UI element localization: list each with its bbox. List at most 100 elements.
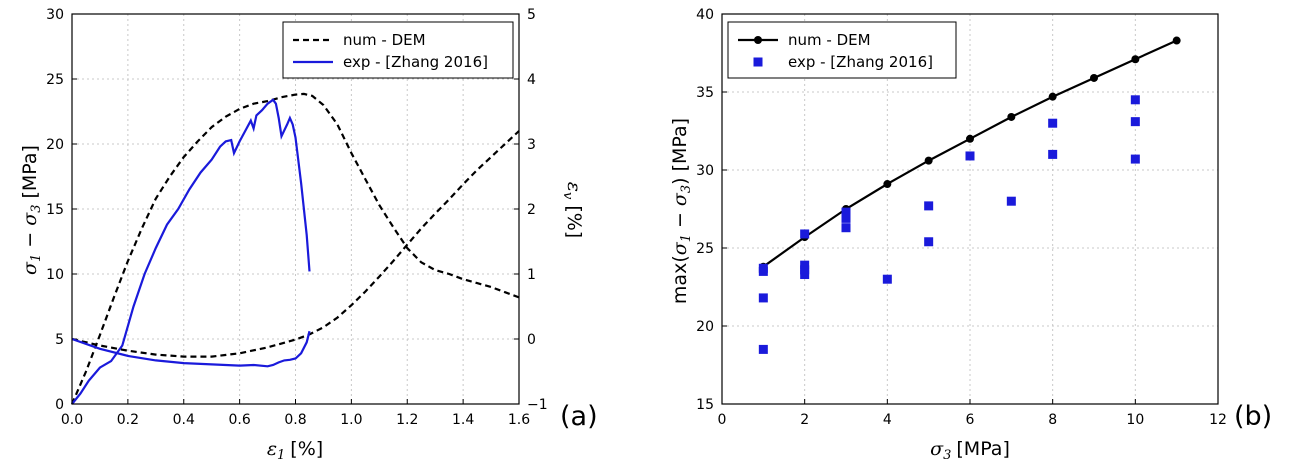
b-legend-marker bbox=[753, 57, 763, 67]
b-ylabel: max(σ1−σ3)[MPa] bbox=[669, 118, 694, 304]
chart-a: 0.0 0.2 0.4 0.6 0.8 1.0 1.2 1.4 1.6051015202530−… bbox=[19, 7, 598, 463]
b-exp-zhang-point bbox=[758, 263, 768, 273]
b-exp-zhang-point bbox=[758, 344, 768, 354]
a-y2tick-label: 2 bbox=[527, 202, 536, 218]
a-y2tick-label: 3 bbox=[527, 137, 536, 153]
a-ytick-label: 20 bbox=[46, 137, 64, 153]
b-num-dem-point bbox=[1048, 92, 1057, 101]
b-xtick-label: 10 bbox=[1126, 412, 1144, 428]
b-xtick-label: 2 bbox=[800, 412, 809, 428]
b-num-dem-point bbox=[883, 180, 892, 189]
b-exp-zhang-point bbox=[800, 260, 810, 270]
a-volumetric-exp-zhang-line bbox=[71, 330, 311, 368]
a-ylabel-sym2: σ bbox=[19, 212, 41, 226]
a-y2label-unit: [%] bbox=[563, 205, 585, 238]
b-xlabel-unit: [MPa] bbox=[956, 438, 1009, 460]
a-xtick-label: 1.0 bbox=[340, 412, 362, 428]
a-ytick-label: 30 bbox=[46, 7, 64, 23]
b-exp-zhang-point bbox=[924, 237, 934, 247]
b-exp-zhang-point bbox=[1048, 118, 1058, 128]
b-exp-zhang-point bbox=[800, 270, 810, 280]
b-series-group bbox=[758, 36, 1181, 354]
b-exp-zhang-point bbox=[841, 213, 851, 223]
b-exp-zhang-point bbox=[841, 223, 851, 233]
a-tick-labels: 0.0 0.2 0.4 0.6 0.8 1.0 1.2 1.4 1.6051015202530−… bbox=[46, 7, 547, 428]
b-legend-label: num - DEM bbox=[788, 31, 871, 49]
b-ylabel-sym1: σ bbox=[669, 241, 691, 255]
b-legend-box bbox=[727, 21, 957, 79]
b-exp-zhang-point bbox=[758, 293, 768, 303]
b-xtick-label: 8 bbox=[1048, 412, 1057, 428]
b-xlabel-symbol: σ bbox=[930, 438, 944, 460]
a-legend: num - DEM exp - [Zhang 2016] bbox=[282, 21, 514, 79]
b-ylabel-unit: [MPa] bbox=[669, 118, 691, 171]
a-series-group bbox=[70, 92, 520, 405]
a-xtick-label: 0.6 bbox=[228, 412, 250, 428]
b-ytick-label: 40 bbox=[696, 7, 714, 23]
a-stress-num-dem-line bbox=[70, 92, 520, 405]
a-legend-box bbox=[282, 21, 514, 79]
b-ytick-label: 30 bbox=[696, 163, 714, 179]
a-xtick-label: 0.0 bbox=[61, 412, 83, 428]
b-xtick-label: 12 bbox=[1209, 412, 1227, 428]
b-tick-labels: 0 2 4 6 8 10 12 15 20 25 30 35 40 bbox=[696, 7, 1227, 428]
b-ytick-label: 35 bbox=[696, 85, 714, 101]
b-exp-zhang-point bbox=[924, 201, 934, 211]
b-exp-zhang-point bbox=[1130, 117, 1140, 127]
b-ylabel-sub1: 1 bbox=[679, 234, 694, 242]
a-volumetric-num-dem-line bbox=[71, 130, 520, 358]
a-ylabel: σ1−σ3[MPa] bbox=[19, 145, 44, 275]
a-y2tick-label: 0 bbox=[527, 332, 536, 348]
a-xtick-label: 1.6 bbox=[508, 412, 530, 428]
a-plot-frame bbox=[71, 13, 520, 405]
a-ytick-label: 0 bbox=[55, 397, 64, 413]
b-exp-zhang-point bbox=[1130, 154, 1140, 164]
a-y2tick-label: −1 bbox=[527, 397, 548, 413]
a-xtick-label: 0.4 bbox=[173, 412, 195, 428]
b-num-dem-point bbox=[924, 156, 933, 165]
a-legend-label: exp - [Zhang 2016] bbox=[343, 53, 488, 71]
a-y2label-symbol: ε bbox=[563, 182, 585, 192]
b-exp-zhang-point bbox=[1130, 95, 1140, 105]
b-ytick-label: 15 bbox=[696, 397, 714, 413]
a-xtick-label: 0.2 bbox=[117, 412, 139, 428]
b-num-dem-point bbox=[966, 134, 974, 143]
a-stress-exp-zhang-line bbox=[71, 98, 311, 405]
b-xlabel: σ3 [MPa] bbox=[930, 438, 1010, 463]
b-exp-zhang-point bbox=[841, 207, 851, 217]
a-xtick-label: 1.2 bbox=[396, 412, 418, 428]
a-y2tick-label: 1 bbox=[527, 267, 536, 283]
b-xtick-label: 0 bbox=[718, 412, 727, 428]
b-xtick-label: 6 bbox=[966, 412, 975, 428]
b-exp-zhang-point bbox=[800, 229, 810, 239]
b-ylabel-close: ) bbox=[669, 177, 691, 184]
b-exp-zhang-point bbox=[1048, 149, 1058, 159]
a-xlabel: ε1 [%] bbox=[267, 438, 323, 463]
a-y2label: εv [%] bbox=[560, 182, 585, 238]
a-y2label-subscript: v bbox=[560, 192, 575, 200]
a-ylabel-minus: − bbox=[19, 232, 41, 248]
b-xtick-label: 4 bbox=[883, 412, 892, 428]
b-plot-frame bbox=[721, 13, 1219, 405]
a-xtick-label: 1.4 bbox=[452, 412, 474, 428]
a-xlabel-subscript: 1 bbox=[277, 448, 285, 463]
b-ylabel-minus: − bbox=[669, 212, 691, 228]
b-exp-zhang-point bbox=[1006, 196, 1016, 206]
a-ylabel-sub1: 1 bbox=[29, 254, 44, 262]
chart-b: 0 2 4 6 8 10 12 15 20 25 30 35 40 num - DEM exp - [Zh… bbox=[669, 7, 1272, 463]
b-exp-zhang-point bbox=[882, 274, 892, 284]
b-num-dem-point bbox=[1007, 112, 1016, 121]
a-ylabel-sub2: 3 bbox=[29, 205, 44, 213]
a-legend-label: num - DEM bbox=[343, 31, 426, 49]
a-xtick-label: 0.8 bbox=[284, 412, 306, 428]
b-panel-label: (b) bbox=[1234, 401, 1272, 432]
b-ytick-label: 20 bbox=[696, 319, 714, 335]
b-exp-zhang-point bbox=[965, 151, 975, 161]
b-ytick-label: 25 bbox=[696, 241, 714, 257]
a-ytick-label: 10 bbox=[46, 267, 64, 283]
b-ylabel-pre: max( bbox=[669, 255, 691, 304]
b-ylabel-sub2: 3 bbox=[679, 185, 694, 193]
a-xlabel-unit: [%] bbox=[290, 438, 323, 460]
a-ylabel-sym1: σ bbox=[19, 261, 41, 275]
